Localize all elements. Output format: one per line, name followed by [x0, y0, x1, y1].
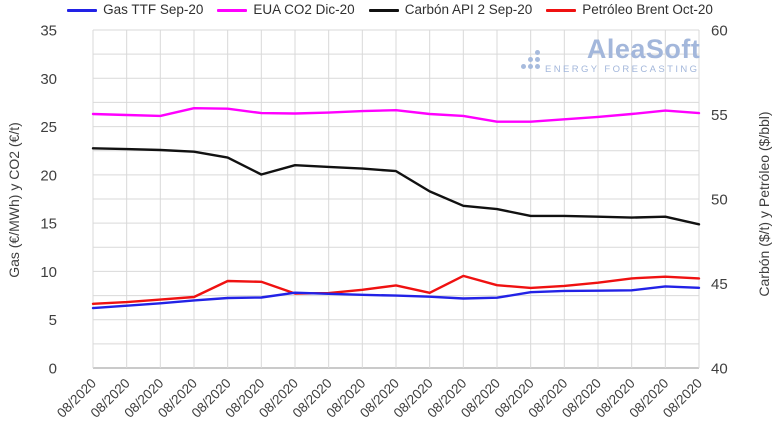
series-line-petr-leo-brent-oct-20 [91, 274, 701, 305]
right-axis-tick-label: 60 [711, 23, 728, 40]
right-axis-tick-label: 50 [711, 192, 728, 209]
left-axis-tick-label: 25 [40, 119, 57, 136]
left-axis-tick-label: 30 [40, 71, 57, 88]
legend-item-label: Petróleo Brent Oct-20 [582, 2, 713, 17]
left-axis-title: Gas (€/MWh) y CO2 (€/t) [6, 122, 22, 278]
series-line-gas-ttf-sep-20 [91, 285, 701, 310]
series-line-carb-n-api-2-sep-20 [91, 147, 701, 226]
left-axis-tick-label: 35 [40, 23, 57, 40]
legend-swatch-line [67, 8, 98, 12]
legend-item: Carbón API 2 Sep-20 [368, 1, 533, 19]
right-axis-tick-label: 45 [711, 276, 728, 293]
legend-item-label: EUA CO2 Dic-20 [253, 2, 355, 17]
legend-item-label: Gas TTF Sep-20 [103, 2, 204, 17]
legend-swatch-line [217, 8, 248, 12]
legend-swatch-line [546, 8, 577, 12]
right-axis-title: Carbón ($/t) y Petróleo ($/bbl) [756, 111, 772, 297]
right-axis-tick-label: 55 [711, 107, 728, 124]
series-line-eua-co2-dic-20 [91, 106, 701, 123]
left-axis-tick-label: 15 [40, 216, 57, 233]
left-axis-tick-label: 10 [40, 264, 57, 281]
legend-item: Petróleo Brent Oct-20 [546, 1, 713, 19]
left-axis-tick-label: 5 [49, 312, 57, 329]
chart-legend: Gas TTF Sep-20 EUA CO2 Dic-20 Carbón API 2… [0, 1, 780, 19]
left-axis-tick-label: 0 [49, 361, 57, 378]
legend-item: Gas TTF Sep-20 [67, 1, 203, 19]
left-axis-tick-label: 20 [40, 167, 57, 184]
legend-item-label: Carbón API 2 Sep-20 [404, 2, 533, 17]
legend-item: EUA CO2 Dic-20 [217, 1, 355, 19]
legend-swatch-line [368, 8, 399, 12]
right-axis-tick-label: 40 [711, 361, 728, 378]
